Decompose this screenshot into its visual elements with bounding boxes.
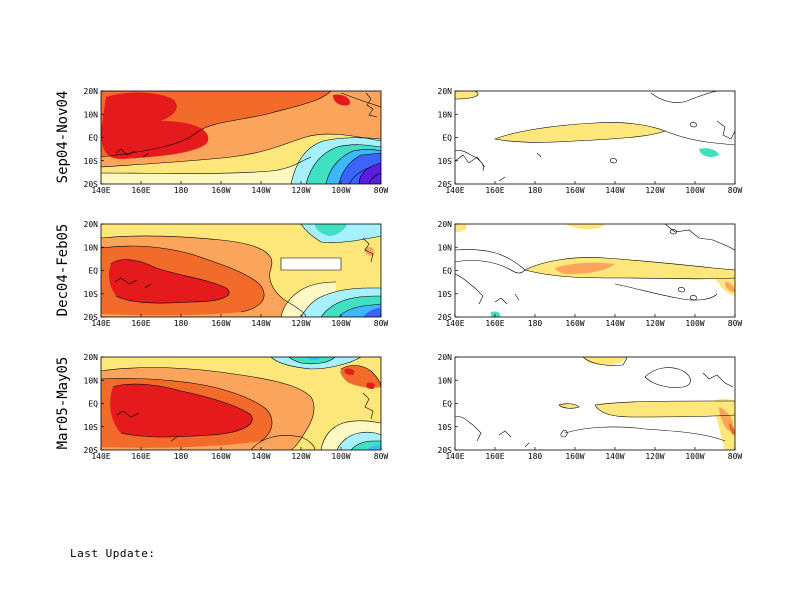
y-tick-label: EQ	[442, 267, 452, 276]
x-tick-label: 80W	[728, 319, 743, 328]
x-tick-label: 80W	[374, 319, 389, 328]
x-tick-label: 120W	[645, 319, 664, 328]
y-tick-label: 20N	[84, 220, 99, 229]
x-tick-label: 160E	[131, 186, 150, 195]
x-tick-label: 140W	[605, 186, 624, 195]
y-tick-label: 20N	[84, 87, 99, 96]
x-tick-label: 180	[174, 452, 189, 461]
y-tick-label: 20S	[438, 313, 453, 322]
y-tick-label: 20S	[438, 180, 453, 189]
x-tick-label: 180	[528, 319, 543, 328]
x-tick-label: 140E	[445, 452, 464, 461]
y-tick-label: 10S	[438, 157, 453, 166]
y-tick-label: 20S	[84, 180, 99, 189]
last-update-label: Last Update:	[70, 547, 156, 560]
x-tick-label: 80W	[374, 186, 389, 195]
x-tick-label: 180	[174, 186, 189, 195]
y-tick-label: EQ	[88, 134, 98, 143]
y-tick-label: 10N	[438, 110, 453, 119]
y-tick-label: 10S	[438, 423, 453, 432]
x-tick-label: 160E	[485, 319, 504, 328]
x-tick-label: 160E	[485, 186, 504, 195]
x-tick-label: 140E	[445, 186, 464, 195]
x-tick-label: 140W	[251, 186, 270, 195]
x-tick-label: 160W	[565, 186, 584, 195]
x-tick-label: 180	[174, 319, 189, 328]
x-tick-label: 80W	[728, 452, 743, 461]
x-tick-label: 140E	[91, 186, 110, 195]
x-tick-label: 140E	[445, 319, 464, 328]
row-label: Dec04-Feb05	[55, 224, 71, 317]
y-tick-label: 10S	[84, 290, 99, 299]
y-tick-label: 10S	[84, 423, 99, 432]
x-tick-label: 160E	[131, 319, 150, 328]
y-tick-label: 20S	[84, 313, 99, 322]
x-tick-label: 100W	[685, 186, 704, 195]
y-tick-label: 20N	[438, 220, 453, 229]
x-tick-label: 160E	[485, 452, 504, 461]
y-tick-label: 20N	[438, 87, 453, 96]
y-tick-label: 10S	[438, 290, 453, 299]
x-tick-label: 160W	[565, 319, 584, 328]
y-tick-label: 20N	[84, 353, 99, 362]
y-tick-label: 10N	[84, 243, 99, 252]
x-tick-label: 140W	[251, 319, 270, 328]
axis-tick-labels: 140E 160E 180 160W 140W 120W 100W 80W 20S 10S EQ 10…	[84, 87, 743, 461]
x-tick-label: 120W	[645, 452, 664, 461]
x-tick-label: 100W	[331, 452, 350, 461]
y-tick-label: 20S	[84, 446, 99, 455]
y-tick-label: 10N	[84, 110, 99, 119]
y-tick-label: 10N	[438, 243, 453, 252]
x-tick-label: 100W	[685, 319, 704, 328]
y-tick-label: EQ	[442, 400, 452, 409]
x-tick-label: 180	[528, 452, 543, 461]
row-label: Mar05-May05	[55, 357, 71, 450]
row-label: Sep04-Nov04	[55, 91, 71, 184]
panel-row2-left	[100, 223, 382, 318]
panel-row3-left	[100, 356, 382, 451]
x-tick-label: 120W	[291, 452, 310, 461]
panel-row3-right	[454, 356, 736, 451]
x-tick-label: 160W	[211, 186, 230, 195]
x-tick-label: 160W	[565, 452, 584, 461]
x-tick-label: 80W	[374, 452, 389, 461]
y-tick-label: 10N	[438, 376, 453, 385]
y-tick-label: 10S	[84, 157, 99, 166]
y-tick-label: EQ	[88, 267, 98, 276]
x-tick-label: 160E	[131, 452, 150, 461]
x-tick-label: 100W	[685, 452, 704, 461]
panel-row1-right	[454, 90, 736, 185]
x-tick-label: 80W	[728, 186, 743, 195]
y-tick-label: EQ	[442, 134, 452, 143]
x-tick-label: 160W	[211, 319, 230, 328]
x-tick-label: 140W	[605, 452, 624, 461]
y-tick-label: 20S	[438, 446, 453, 455]
x-tick-label: 140W	[251, 452, 270, 461]
y-tick-label: 20N	[438, 353, 453, 362]
y-tick-label: EQ	[88, 400, 98, 409]
panel-row2-right	[454, 223, 736, 318]
x-tick-label: 100W	[331, 319, 350, 328]
x-tick-label: 120W	[291, 186, 310, 195]
x-tick-label: 140E	[91, 319, 110, 328]
x-tick-label: 120W	[645, 186, 664, 195]
x-tick-label: 140W	[605, 319, 624, 328]
x-tick-label: 180	[528, 186, 543, 195]
x-tick-label: 160W	[211, 452, 230, 461]
panel-row1-left	[100, 90, 382, 185]
x-tick-label: 140E	[91, 452, 110, 461]
y-tick-label: 10N	[84, 376, 99, 385]
x-tick-label: 100W	[331, 186, 350, 195]
x-tick-label: 120W	[291, 319, 310, 328]
